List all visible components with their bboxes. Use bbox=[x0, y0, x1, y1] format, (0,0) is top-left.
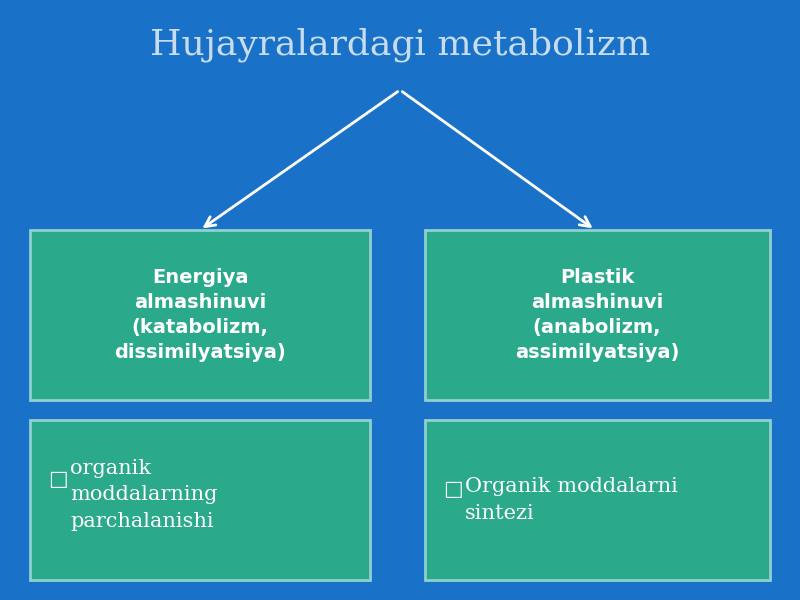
Text: Plastik
almashinuvi
(anabolizm,
assimilyatsiya): Plastik almashinuvi (anabolizm, assimily… bbox=[515, 268, 679, 362]
Text: □: □ bbox=[48, 470, 68, 490]
Text: Hujayralardagi metabolizm: Hujayralardagi metabolizm bbox=[150, 28, 650, 62]
FancyBboxPatch shape bbox=[425, 420, 770, 580]
FancyBboxPatch shape bbox=[30, 230, 370, 400]
Text: Energiya
almashinuvi
(katabolizm,
dissimilyatsiya): Energiya almashinuvi (katabolizm, dissim… bbox=[114, 268, 286, 362]
Text: □: □ bbox=[443, 481, 462, 499]
Text: organik
moddalarning
parchalanishi: organik moddalarning parchalanishi bbox=[70, 459, 218, 531]
Text: Organik moddalarni
sintezi: Organik moddalarni sintezi bbox=[465, 477, 678, 523]
FancyBboxPatch shape bbox=[30, 420, 370, 580]
FancyBboxPatch shape bbox=[425, 230, 770, 400]
